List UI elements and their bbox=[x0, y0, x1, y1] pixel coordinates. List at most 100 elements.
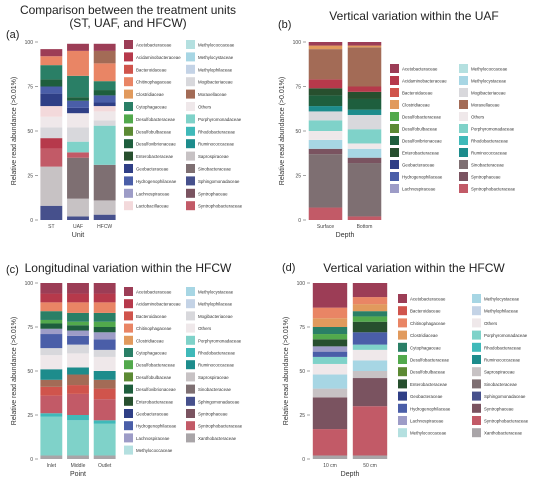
bar-segment bbox=[67, 152, 89, 158]
bar-segment bbox=[93, 339, 116, 350]
legend-label: Hydrogenophilaceae bbox=[136, 424, 177, 429]
bar-segment bbox=[67, 216, 89, 220]
legend-swatch bbox=[390, 76, 399, 85]
legend-swatch bbox=[186, 384, 195, 394]
legend-swatch bbox=[398, 342, 407, 352]
bar-segment bbox=[312, 455, 348, 459]
legend-swatch bbox=[186, 126, 195, 136]
legend-label: Acidaminobacteraceae bbox=[136, 55, 181, 60]
bar-segment bbox=[93, 43, 116, 51]
legend-label: Methylocystaceae bbox=[198, 55, 234, 60]
bar-segment bbox=[67, 415, 89, 421]
x-axis-label: Depth bbox=[336, 232, 355, 239]
bar-segment bbox=[67, 374, 89, 386]
legend-label: Mogibacteriaceae bbox=[198, 314, 233, 319]
legend-swatch bbox=[472, 306, 481, 316]
bar-segment bbox=[347, 129, 382, 144]
y-tick-label: 25 bbox=[27, 413, 33, 419]
legend-label: Desulfobacteraceae bbox=[402, 115, 442, 120]
legend-swatch bbox=[459, 124, 468, 133]
bar-segment bbox=[67, 127, 89, 142]
legend-label: Lachnospiraceae bbox=[136, 191, 170, 196]
bar-segment bbox=[312, 397, 348, 430]
legend-label: Desulfobacteraceae bbox=[136, 117, 176, 122]
legend-swatch bbox=[398, 416, 407, 425]
legend-label: Clostridiaceae bbox=[402, 103, 430, 108]
legend-label: Saprospiraceae bbox=[198, 375, 229, 380]
bar-segment bbox=[312, 351, 348, 357]
bar-segment bbox=[40, 283, 63, 294]
legend-swatch bbox=[124, 433, 133, 443]
legend-swatch bbox=[390, 64, 399, 73]
chart-title: (ST, UAF, and HFCW) bbox=[69, 16, 186, 30]
bar-segment bbox=[312, 339, 348, 347]
legend-swatch bbox=[398, 367, 407, 377]
y-tick-label: 100 bbox=[297, 281, 306, 287]
legend-swatch bbox=[459, 88, 468, 97]
legend-label: Syntrophobacteraceae bbox=[198, 424, 243, 429]
bar-segment bbox=[67, 321, 89, 326]
bar-segment bbox=[40, 369, 63, 380]
bar-segment bbox=[40, 334, 63, 349]
legend-label: Desulfobacteraceae bbox=[410, 358, 450, 363]
bar-segment bbox=[67, 113, 89, 128]
bar-segment bbox=[40, 205, 63, 220]
bar-segment bbox=[93, 63, 116, 82]
legend-label: Bacteroidaceae bbox=[136, 67, 167, 72]
legend-label: Acetobacteraceae bbox=[136, 43, 172, 48]
legend-swatch bbox=[124, 396, 133, 406]
legend-label: Rhodobacteraceae bbox=[471, 139, 509, 144]
legend-label: Others bbox=[198, 105, 212, 110]
bar-segment bbox=[308, 154, 343, 208]
legend-label: Others bbox=[471, 115, 485, 120]
bar-segment bbox=[308, 45, 343, 50]
legend-swatch bbox=[124, 311, 133, 321]
legend-swatch bbox=[472, 355, 481, 364]
y-tick-label: 50 bbox=[299, 369, 305, 375]
legend-swatch bbox=[124, 287, 133, 296]
legend-swatch bbox=[459, 148, 468, 157]
bar-segment bbox=[93, 214, 116, 220]
chart-title: Comparison between the treatment units bbox=[20, 3, 236, 17]
bar-segment bbox=[312, 356, 348, 364]
legend-swatch bbox=[124, 164, 133, 173]
legend-label: Clostridiaceae bbox=[410, 333, 438, 338]
legend-label: Geobacteraceae bbox=[410, 394, 443, 399]
x-tick-label: Bottom bbox=[357, 224, 373, 230]
bar-segment bbox=[352, 349, 388, 361]
legend-label: Bacteroidaceae bbox=[410, 309, 441, 314]
bar-segment bbox=[40, 302, 63, 312]
bar-segment bbox=[93, 81, 116, 91]
legend-swatch bbox=[186, 372, 195, 382]
bar-segment bbox=[93, 399, 116, 421]
legend-label: Others bbox=[484, 321, 498, 326]
legend-swatch bbox=[459, 184, 468, 193]
legend-label: Clostridiaceae bbox=[136, 92, 164, 97]
bar-segment bbox=[312, 327, 348, 335]
legend-swatch bbox=[390, 100, 399, 109]
legend-label: Acetobacteraceae bbox=[402, 67, 438, 72]
legend-swatch bbox=[124, 114, 133, 124]
legend-label: Desulfobulbaceae bbox=[136, 375, 172, 380]
legend-label: Methylophilaceae bbox=[198, 67, 233, 72]
legend-label: Bacteroidaceae bbox=[136, 314, 167, 319]
legend-swatch bbox=[472, 428, 481, 438]
legend-swatch bbox=[459, 172, 468, 181]
legend-label: Syntrophaceae bbox=[471, 175, 501, 180]
bar-segment bbox=[93, 50, 116, 64]
chart-title: Vertical variation within the HFCW bbox=[323, 261, 505, 275]
bar-segment bbox=[347, 91, 382, 99]
bar-segment bbox=[347, 98, 382, 110]
bar-segment bbox=[352, 316, 388, 322]
bar-segment bbox=[93, 293, 116, 303]
legend-label: Enterobacteraceae bbox=[402, 151, 440, 156]
legend-swatch bbox=[186, 114, 195, 124]
y-tick-label: 50 bbox=[27, 129, 33, 135]
legend-swatch bbox=[390, 136, 399, 145]
y-tick-label: 100 bbox=[25, 40, 34, 46]
bar-segment bbox=[67, 385, 89, 394]
bar-segment bbox=[312, 307, 348, 319]
x-axis-label: Point bbox=[70, 471, 86, 478]
panel-label: (a) bbox=[6, 29, 19, 41]
legend-label: Methylophilaceae bbox=[484, 309, 519, 314]
